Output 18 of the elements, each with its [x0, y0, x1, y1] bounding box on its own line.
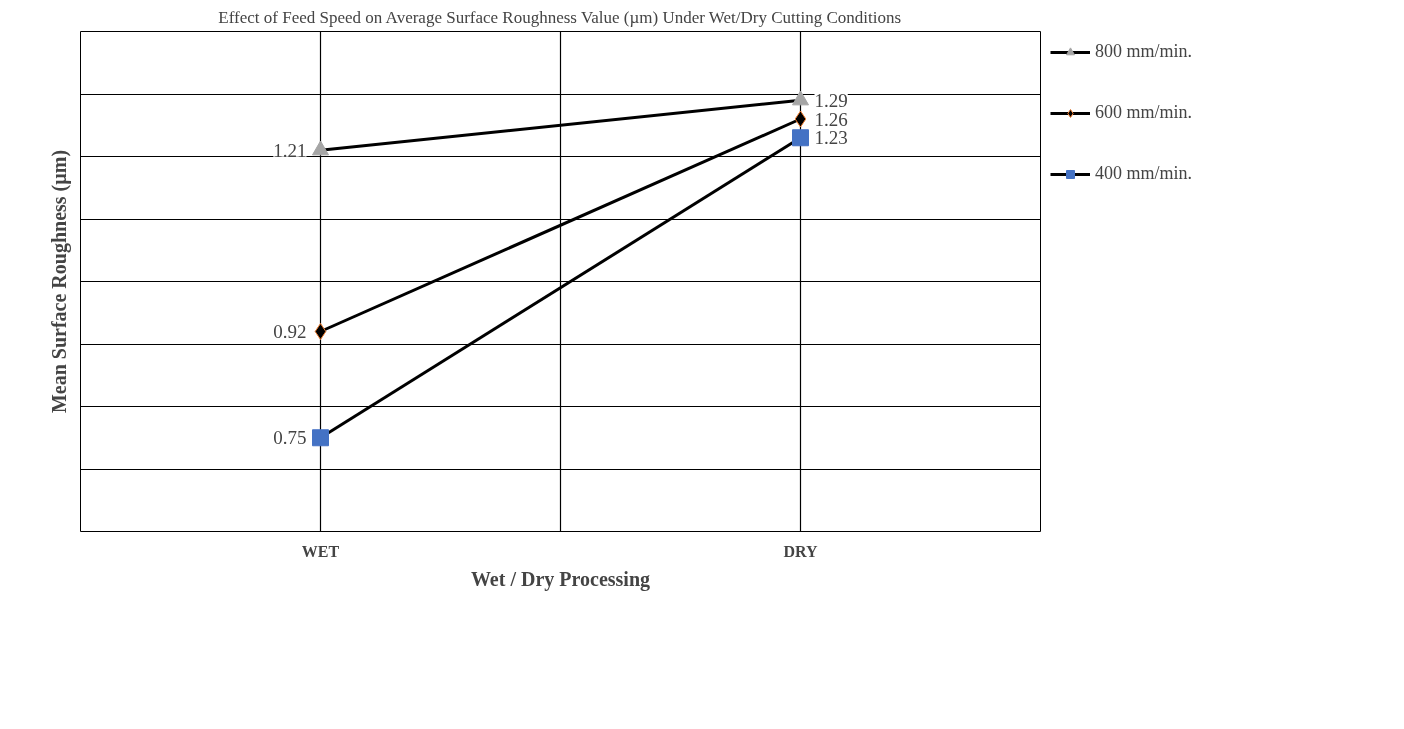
x-tick-label: WET — [301, 542, 340, 560]
point — [314, 323, 327, 340]
point — [794, 110, 807, 128]
data-label: 1.26 — [814, 108, 848, 130]
x-tick-label: DRY — [783, 542, 818, 560]
legend-label: 800 mm/min. — [1095, 41, 1193, 62]
point — [792, 129, 809, 147]
data-label: 1.21 — [273, 139, 307, 161]
data-label: 1.29 — [814, 89, 848, 111]
data-label: 1.23 — [814, 127, 848, 149]
x-axis-title: Wet / Dry Processing — [470, 567, 651, 591]
data-label: 0.75 — [273, 427, 307, 449]
chart-title: Effect of Feed Speed on Average Surface Roughness Value (µm) Under Wet/Dry Cutting Conditions — [218, 7, 902, 27]
legend-label: 600 mm/min. — [1095, 102, 1193, 123]
point — [312, 429, 329, 447]
y-axis-title: Mean Surface Roughness (µm) — [47, 149, 71, 414]
legend-label: 400 mm/min. — [1095, 163, 1193, 184]
data-label: 0.92 — [273, 321, 307, 342]
